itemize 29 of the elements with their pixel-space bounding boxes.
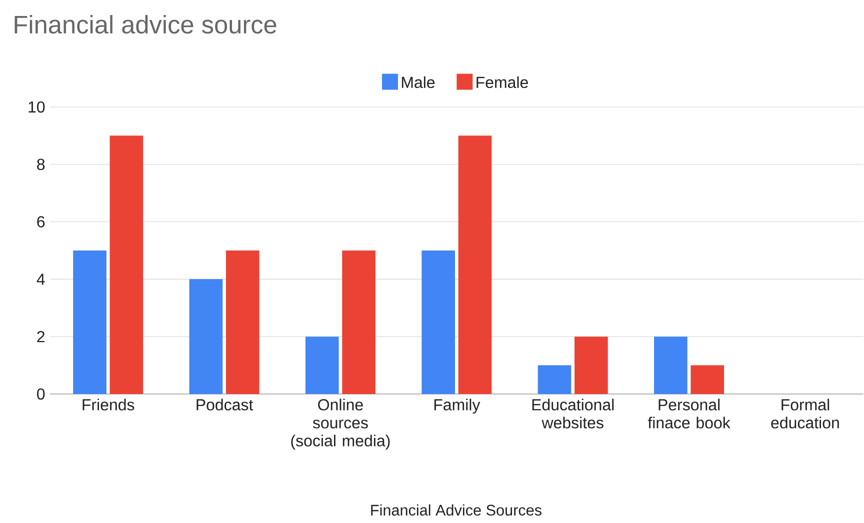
y-tick-label: 4 (36, 274, 45, 285)
bar (574, 336, 608, 394)
x-tick-label: Personal finace book (648, 398, 730, 428)
y-tick-label: 2 (37, 331, 44, 342)
x-axis-title: Financial Advice Sources (371, 504, 542, 516)
bar (538, 365, 572, 394)
x-tick-label: Podcast (196, 398, 254, 410)
chart-title: Financial advice source (14, 15, 276, 34)
y-tick-label: 10 (28, 101, 45, 113)
y-tick-label: 6 (37, 216, 45, 228)
y-tick-label: 8 (37, 158, 45, 170)
x-tick-label: Educational websites (532, 398, 614, 428)
x-tick-label: Online sources (social media) (291, 398, 390, 450)
bar (458, 136, 492, 394)
bar (690, 365, 724, 394)
bar (189, 279, 223, 394)
legend-label: Female (476, 76, 528, 88)
bar (342, 250, 376, 394)
y-tick-label: 0 (37, 388, 45, 400)
x-tick-label: Family (434, 398, 480, 414)
bar (73, 250, 106, 394)
legend-label: Male (402, 76, 435, 88)
x-tick-label: Friends (82, 398, 134, 410)
bar (422, 250, 455, 394)
bar (226, 250, 260, 394)
bar (305, 336, 339, 394)
bar (654, 336, 688, 394)
x-tick-label: Formal education (771, 398, 839, 428)
bar (110, 136, 144, 394)
